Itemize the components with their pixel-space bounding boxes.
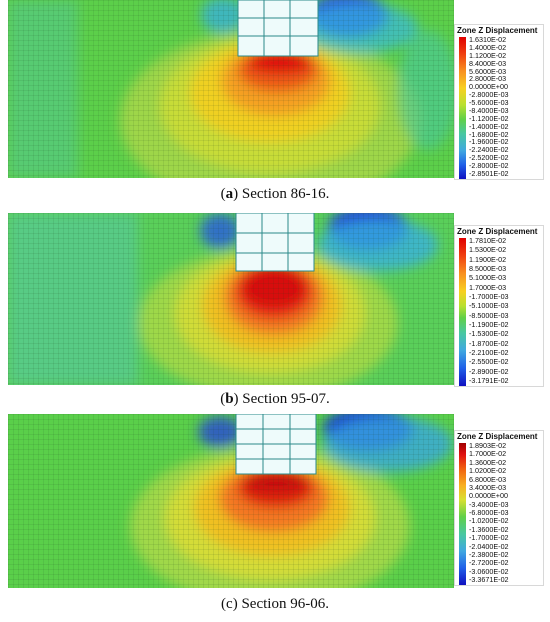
legend-value: 1.1900E-02 [469, 254, 507, 264]
legend-title-b: Zone Z Displacement [457, 227, 538, 236]
legend-value: -3.4000E-03 [469, 499, 509, 509]
legend-value: 1.4000E-02 [469, 42, 507, 52]
legend-value: -1.0200E-02 [469, 516, 509, 526]
legend-value: 3.4000E-03 [469, 482, 507, 492]
legend-a: Zone Z Displacement 1.6310E-02 1.4000E-02… [454, 24, 544, 180]
contour-plot-a [8, 0, 454, 178]
legend-value: 1.0200E-02 [469, 466, 507, 476]
legend-value: 6.8000E-03 [469, 474, 507, 484]
contour-svg-a [8, 0, 454, 178]
excavation-box-b [235, 213, 315, 272]
legend-value: -1.4000E-02 [469, 121, 509, 131]
legend-b: Zone Z Displacement 1.7810E-02 1.5300E-02… [454, 225, 544, 387]
legend-value: 1.5300E-02 [469, 245, 507, 255]
legend-value: 1.7000E-03 [469, 282, 507, 292]
legend-value: -2.8501E-02 [469, 169, 509, 178]
panel-c: Zone Z Displacement 1.8903E-02 1.7000E-02… [0, 414, 550, 622]
caption-c: (c) Section 96-06. [221, 596, 329, 612]
panel-a: Zone Z Displacement 1.6310E-02 1.4000E-02… [0, 0, 550, 212]
legend-value: -2.5500E-02 [469, 357, 509, 367]
excavation-box-a [237, 0, 319, 57]
legend-value: 0.0000E+00 [469, 491, 508, 501]
contour-plot-c [8, 414, 454, 588]
legend-value: 1.1200E-02 [469, 50, 507, 60]
legend-value: 0.0000E+00 [469, 82, 508, 92]
legend-value: -2.3800E-02 [469, 549, 509, 559]
legend-value: -2.8000E-02 [469, 161, 509, 171]
legend-value: -1.1200E-02 [469, 113, 509, 123]
legend-value: -2.7200E-02 [469, 558, 509, 568]
legend-c: Zone Z Displacement 1.8903E-02 1.7000E-02… [454, 430, 544, 586]
panel-b: Zone Z Displacement 1.7810E-02 1.5300E-02… [0, 213, 550, 413]
legend-value: 1.3600E-02 [469, 457, 507, 467]
legend-value: -1.6800E-02 [469, 129, 509, 139]
legend-value: -3.3671E-02 [469, 575, 509, 584]
legend-value: -2.8000E-03 [469, 90, 509, 100]
legend-value: -2.8900E-02 [469, 366, 509, 376]
legend-title-a: Zone Z Displacement [457, 26, 538, 35]
legend-value: 1.7000E-02 [469, 449, 507, 459]
legend-value: -2.0400E-02 [469, 541, 509, 551]
contour-plot-b [8, 213, 454, 385]
legend-value: -1.9600E-02 [469, 137, 509, 147]
legend-value: -2.2400E-02 [469, 145, 509, 155]
legend-value: 1.6310E-02 [469, 35, 507, 44]
legend-colorbar-c [459, 443, 466, 585]
legend-value: 2.8000E-03 [469, 74, 507, 84]
legend-colorbar-a [459, 37, 466, 179]
legend-title-c: Zone Z Displacement [457, 432, 538, 441]
legend-value: 1.8903E-02 [469, 441, 507, 450]
contour-svg-b [8, 213, 454, 385]
excavation-box-c [235, 414, 317, 475]
legend-value: 5.6000E-03 [469, 66, 507, 76]
legend-value: -8.5000E-03 [469, 310, 509, 320]
caption-b: (b) Section 95-07. [220, 391, 330, 407]
legend-colorbar-b [459, 238, 466, 386]
legend-value: -2.2100E-02 [469, 348, 509, 357]
legend-value: -8.4000E-03 [469, 105, 509, 115]
legend-value: -1.5300E-02 [469, 329, 509, 339]
legend-value: 8.5000E-03 [469, 264, 507, 273]
legend-value: 5.1000E-03 [469, 273, 507, 283]
legend-value: -2.5200E-02 [469, 153, 509, 163]
legend-value: -1.1900E-02 [469, 320, 509, 329]
legend-value: -1.3600E-02 [469, 524, 509, 534]
legend-value: 8.4000E-03 [469, 58, 507, 68]
legend-value: -3.1791E-02 [469, 376, 509, 385]
legend-value: -1.8700E-02 [469, 338, 509, 348]
legend-value: -5.6000E-03 [469, 98, 509, 108]
caption-a: (a) Section 86-16. [220, 186, 330, 202]
legend-value: -3.0600E-02 [469, 566, 509, 576]
legend-value: -1.7000E-03 [469, 292, 509, 301]
legend-value: -6.8000E-03 [469, 508, 509, 517]
legend-value: -1.7000E-02 [469, 533, 509, 543]
contour-svg-c [8, 414, 454, 588]
legend-value: -5.1000E-03 [469, 301, 509, 311]
legend-value: 1.7810E-02 [469, 236, 507, 245]
